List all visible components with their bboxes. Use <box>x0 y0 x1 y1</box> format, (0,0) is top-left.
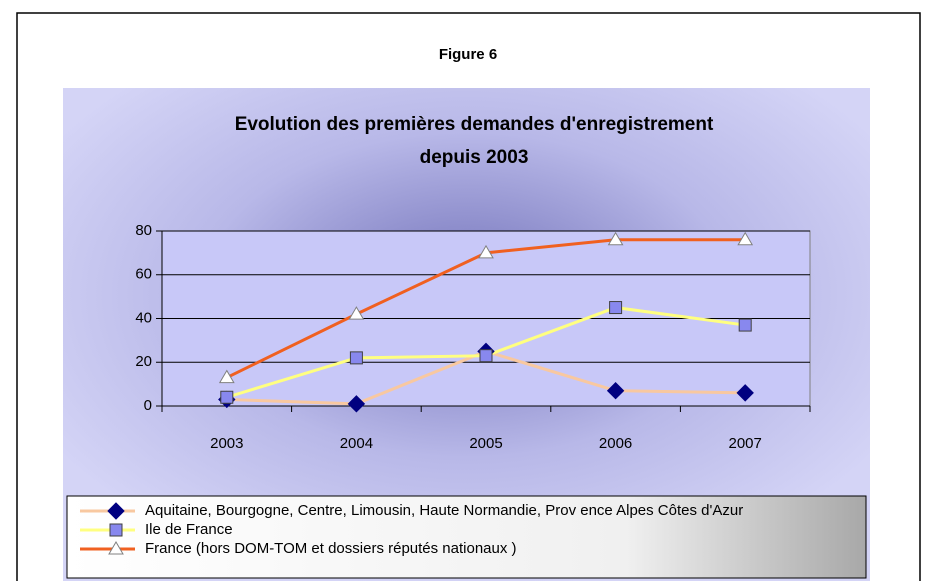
legend-label: Aquitaine, Bourgogne, Centre, Limousin, … <box>145 502 743 519</box>
y-tick-label: 0 <box>144 397 152 414</box>
x-tick-label: 2003 <box>210 435 243 452</box>
marker-triangle <box>607 231 624 246</box>
marker-triangle <box>348 306 365 320</box>
chart-subtitle: depuis 2003 <box>420 147 529 168</box>
legend-box <box>66 495 867 579</box>
y-tick-label: 60 <box>135 266 152 283</box>
marker-square <box>349 351 363 365</box>
marker-triangle <box>218 369 235 384</box>
x-tick-label: 2004 <box>340 435 373 452</box>
legend-label: France (hors DOM-TOM et dossiers réputés… <box>145 540 517 557</box>
x-tick-label: 2007 <box>729 435 762 452</box>
marker-square <box>109 523 123 537</box>
marker-square <box>479 349 493 363</box>
marker-triangle <box>478 244 494 259</box>
y-tick-label: 80 <box>135 222 152 239</box>
chart-title: Evolution des premières demandes d'enreg… <box>235 114 714 135</box>
plot: 0 20 40 60 80 2003 2004 2005 2006 2007 <box>135 222 811 452</box>
x-tick-label: 2006 <box>599 435 632 452</box>
legend-label: Ile de France <box>145 521 233 538</box>
y-tick-label: 20 <box>135 353 152 370</box>
marker-triangle <box>737 231 754 246</box>
marker-square <box>738 318 752 332</box>
marker-square <box>609 301 623 315</box>
marker-diamond <box>107 502 125 520</box>
marker-diamond <box>347 395 366 413</box>
x-tick-label: 2005 <box>469 435 502 452</box>
marker-diamond <box>736 384 754 402</box>
legend: Aquitaine, Bourgogne, Centre, Limousin, … <box>80 502 743 557</box>
figure-label: Figure 6 <box>439 46 497 63</box>
marker-triangle <box>108 541 124 555</box>
marker-diamond <box>606 381 625 400</box>
marker-square <box>220 390 234 404</box>
y-tick-label: 40 <box>135 309 152 326</box>
